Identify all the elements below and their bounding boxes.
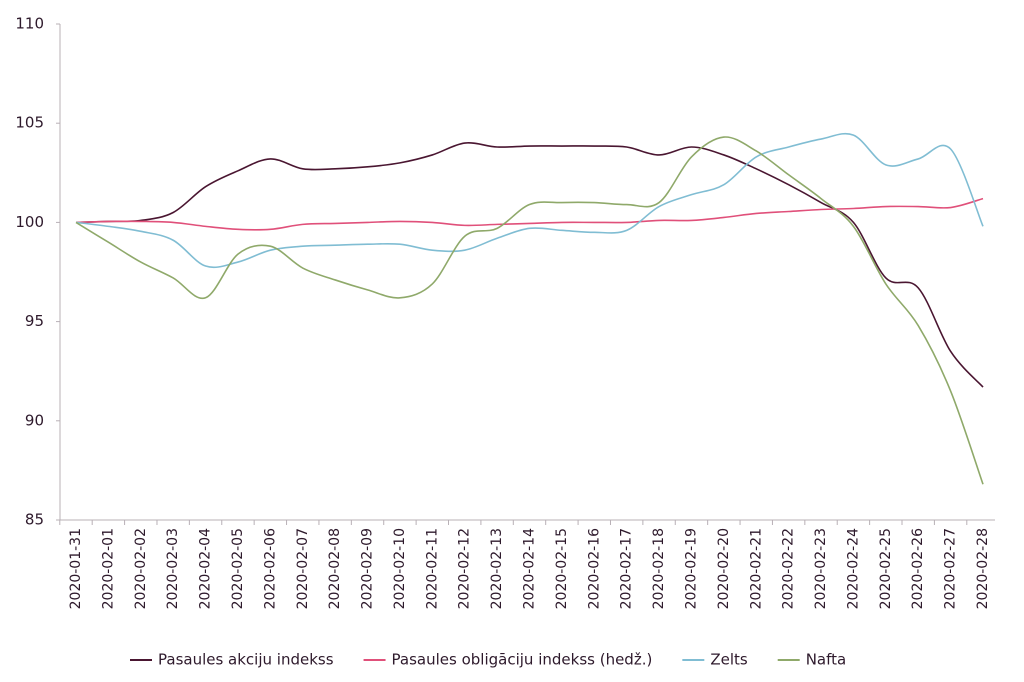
x-tick-label: 2020-02-28 (975, 528, 991, 609)
legend-label: Pasaules obligāciju indekss (hedž.) (392, 651, 653, 669)
legend-label: Nafta (806, 651, 847, 669)
x-tick-label: 2020-02-24 (845, 528, 861, 609)
x-tick-label: 2020-02-15 (554, 528, 570, 609)
y-tick-label: 100 (15, 213, 44, 231)
y-tick-label: 95 (25, 312, 44, 330)
x-tick-label: 2020-02-21 (748, 528, 764, 609)
x-tick-label: 2020-02-07 (295, 528, 311, 609)
x-tick-label: 2020-02-16 (586, 528, 602, 609)
legend-label: Pasaules akciju indekss (158, 651, 334, 669)
x-tick-label: 2020-02-13 (489, 528, 505, 609)
x-tick-label: 2020-02-04 (198, 528, 214, 609)
series-line (75, 136, 984, 485)
x-tick-label: 2020-02-05 (230, 528, 246, 609)
y-tick-label: 105 (15, 114, 44, 132)
x-tick-label: 2020-02-25 (878, 528, 894, 609)
x-tick-label: 2020-02-19 (683, 528, 699, 609)
y-tick-label: 110 (15, 15, 44, 33)
series-line (75, 142, 984, 388)
x-tick-label: 2020-02-08 (327, 528, 343, 609)
x-tick-label: 2020-02-17 (619, 528, 635, 609)
x-tick-label: 2020-02-23 (813, 528, 829, 609)
x-tick-label: 2020-02-10 (392, 528, 408, 609)
x-tick-label: 2020-02-26 (910, 528, 926, 609)
x-tick-label: 2020-02-20 (716, 528, 732, 609)
x-tick-label: 2020-02-02 (133, 528, 149, 609)
x-tick-label: 2020-01-31 (68, 528, 84, 609)
series-line (75, 197, 984, 231)
x-tick-label: 2020-02-03 (165, 528, 181, 609)
x-tick-label: 2020-02-09 (360, 528, 376, 609)
x-tick-label: 2020-02-18 (651, 528, 667, 609)
y-tick-label: 90 (25, 411, 44, 429)
x-tick-label: 2020-02-14 (522, 528, 538, 609)
x-tick-label: 2020-02-22 (781, 528, 797, 609)
series-line (75, 132, 984, 269)
x-tick-label: 2020-02-11 (424, 528, 440, 609)
x-tick-label: 2020-02-12 (457, 528, 473, 609)
x-tick-label: 2020-02-06 (262, 528, 278, 609)
x-tick-label: 2020-02-27 (943, 528, 959, 609)
y-tick-label: 85 (25, 511, 44, 529)
x-tick-label: 2020-02-01 (100, 528, 116, 609)
legend-label: Zelts (710, 651, 748, 669)
